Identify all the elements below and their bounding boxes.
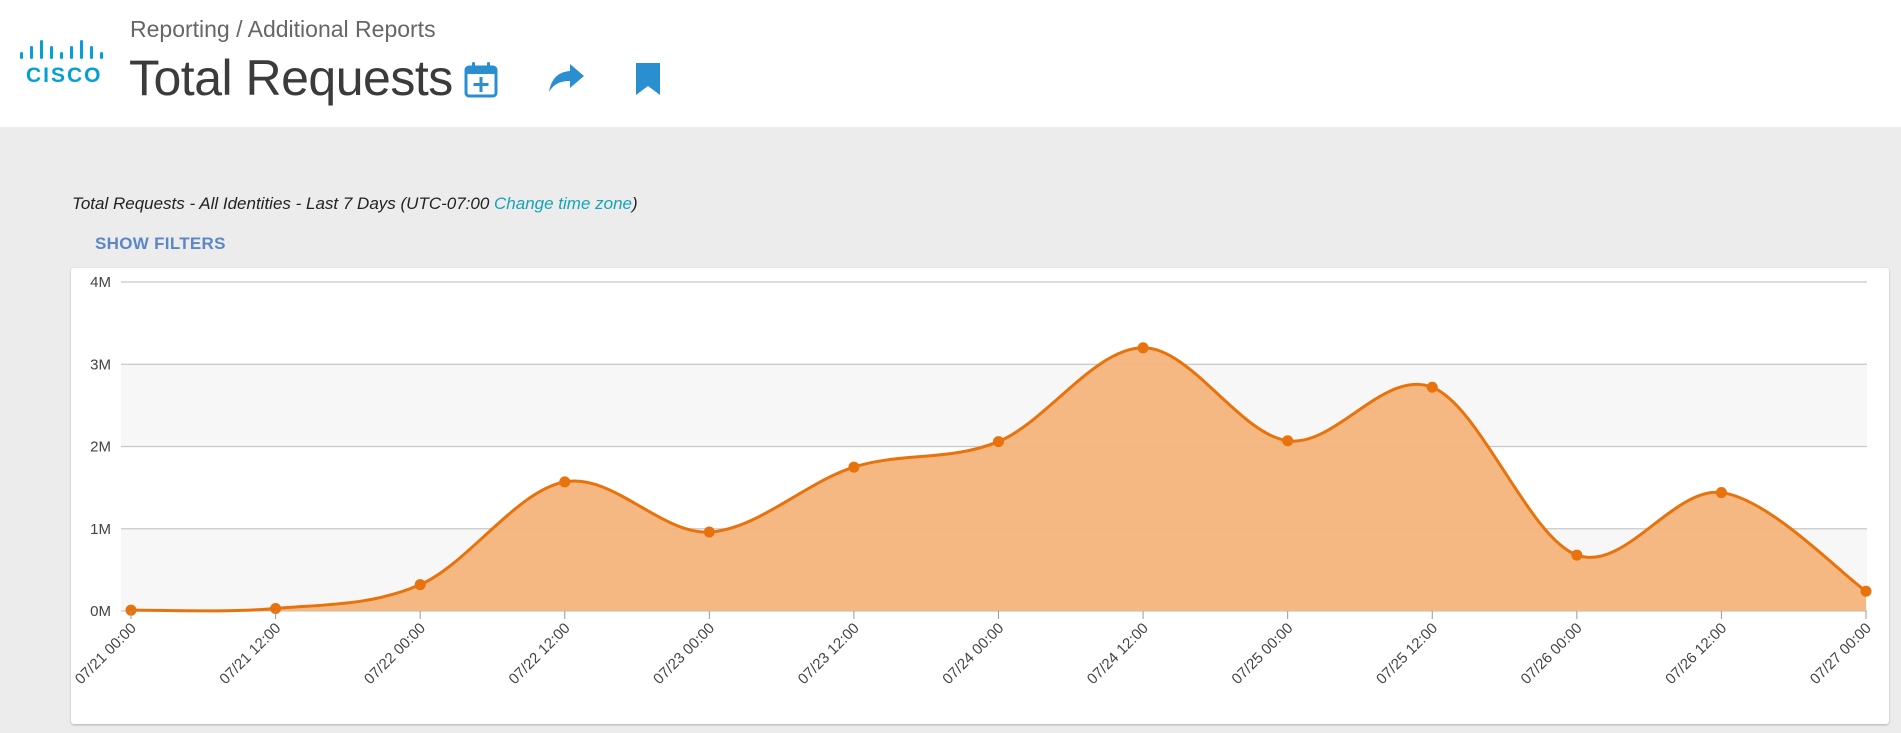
bookmark-button[interactable] <box>630 60 672 102</box>
x-tick-label: 07/23 12:00 <box>795 620 863 688</box>
grid-band <box>121 364 1867 447</box>
schedule-report-button[interactable] <box>461 60 503 102</box>
y-tick-label: 4M <box>90 274 111 291</box>
x-tick-label: 07/25 00:00 <box>1228 620 1296 688</box>
page-title: Total Requests <box>129 50 453 106</box>
breadcrumb[interactable]: Reporting / Additional Reports <box>130 16 436 42</box>
y-tick-label: 3M <box>90 356 111 373</box>
subtitle-suffix: ) <box>632 194 638 213</box>
show-filters-button[interactable]: SHOW FILTERS <box>95 234 226 253</box>
data-point <box>414 579 426 591</box>
subtitle-prefix: Total Requests - All Identities - Last 7… <box>72 194 495 213</box>
data-point <box>1426 381 1438 393</box>
data-point <box>993 436 1004 448</box>
series-area <box>131 347 1866 611</box>
data-point <box>1282 435 1294 447</box>
x-tick-label: 07/27 00:00 <box>1807 620 1875 688</box>
data-point <box>559 476 571 488</box>
x-tick-label: 07/24 00:00 <box>939 620 1007 688</box>
report-subtitle: Total Requests - All Identities - Last 7… <box>72 194 638 214</box>
data-point <box>1571 549 1583 561</box>
x-tick-label: 07/23 00:00 <box>650 620 718 688</box>
x-tick-label: 07/21 12:00 <box>216 620 284 688</box>
calendar-add-icon <box>464 62 498 98</box>
share-icon <box>549 64 584 92</box>
x-tick-label: 07/24 12:00 <box>1084 620 1152 688</box>
x-tick-label: 07/22 00:00 <box>361 620 429 688</box>
change-time-zone-link[interactable]: Change time zone <box>494 194 633 213</box>
data-point <box>1137 342 1149 354</box>
y-tick-label: 2M <box>90 439 111 456</box>
x-tick-label: 07/26 12:00 <box>1662 620 1730 688</box>
share-button[interactable] <box>546 58 588 100</box>
x-tick-label: 07/25 12:00 <box>1373 620 1441 688</box>
cisco-logo-bars-icon <box>20 40 103 59</box>
chart-card: 0M 1M 2M 3M 4M 07/21 00:00 07/21 12:00 07/22 00… <box>71 268 1889 724</box>
logo-text: CISCO <box>26 64 103 87</box>
total-requests-chart: 0M 1M 2M 3M 4M 07/21 00:00 07/21 12:00 07/22 00… <box>72 274 1875 688</box>
header-bar: CISCO Reporting / Additional Reports Tot… <box>0 0 1901 127</box>
data-point <box>848 461 860 473</box>
data-point <box>703 526 715 538</box>
cisco-logo[interactable]: CISCO <box>18 40 104 88</box>
data-point <box>125 604 137 616</box>
data-point <box>1715 487 1727 499</box>
bookmark-icon <box>636 63 660 95</box>
y-tick-label: 1M <box>90 521 111 538</box>
y-tick-label: 0M <box>90 603 111 620</box>
x-tick-label: 07/26 00:00 <box>1518 620 1586 688</box>
data-point <box>1860 585 1872 597</box>
x-tick-label: 07/22 12:00 <box>506 620 574 688</box>
data-point <box>270 603 282 615</box>
x-tick-label: 07/21 00:00 <box>72 620 140 688</box>
